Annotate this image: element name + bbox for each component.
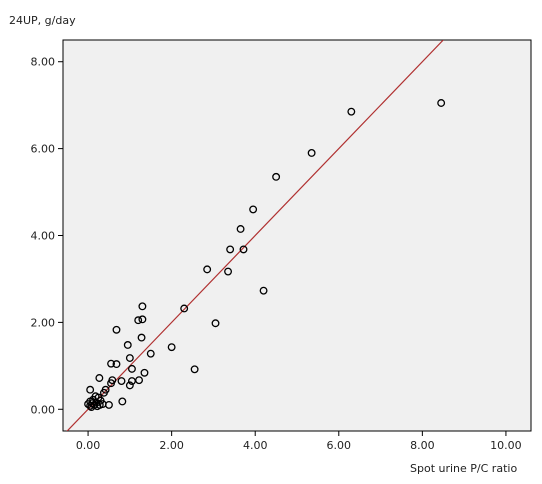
y-tick-label: 8.00	[31, 56, 56, 69]
x-axis: 0.00 2.00 4.00 6.00 8.00 10.00	[76, 431, 522, 452]
data-point	[226, 245, 235, 254]
y-tick-label: 0.00	[31, 403, 56, 416]
data-point	[86, 385, 95, 394]
x-tick-label: 0.00	[76, 439, 101, 452]
plot-area	[62, 39, 532, 432]
x-tick-label: 4.00	[243, 439, 268, 452]
data-point	[112, 360, 121, 369]
data-point	[137, 333, 146, 342]
identity-reference-line	[66, 40, 444, 431]
data-point	[140, 368, 149, 377]
x-axis-label: Spot urine P/C ratio	[410, 462, 517, 475]
data-point	[95, 374, 104, 382]
y-axis-label: 24UP, g/day	[9, 14, 76, 27]
data-point	[211, 319, 220, 328]
data-point	[134, 316, 143, 325]
data-point	[347, 107, 356, 116]
x-tick-label: 8.00	[410, 439, 435, 452]
x-tick-label: 2.00	[159, 439, 184, 452]
data-point	[203, 265, 212, 274]
x-tick-label: 10.00	[490, 439, 522, 452]
x-tick-label: 6.00	[327, 439, 352, 452]
data-point	[107, 379, 116, 388]
data-point	[117, 377, 126, 385]
data-point	[118, 397, 127, 406]
y-tick-label: 6.00	[31, 143, 56, 156]
data-point	[259, 286, 268, 295]
data-point	[272, 172, 281, 181]
data-point	[138, 315, 147, 324]
data-point	[167, 343, 176, 352]
data-point	[105, 400, 113, 409]
y-tick-label: 4.00	[31, 230, 56, 243]
data-point	[236, 225, 245, 233]
data-point	[112, 325, 121, 334]
data-point	[107, 359, 116, 368]
data-point	[437, 99, 446, 107]
data-point	[87, 403, 96, 412]
y-axis: 0.00 2.00 4.00 6.00 8.00	[31, 56, 63, 416]
data-point	[99, 388, 108, 397]
data-point	[127, 364, 136, 373]
data-point	[127, 377, 136, 385]
data-point	[190, 365, 199, 374]
data-point	[146, 349, 155, 358]
data-point	[125, 354, 134, 362]
data-point	[239, 245, 248, 254]
data-point	[123, 341, 132, 349]
data-point	[249, 205, 258, 214]
data-points	[84, 99, 446, 412]
y-tick-label: 2.00	[31, 316, 56, 329]
data-point	[180, 304, 189, 313]
data-point	[307, 149, 316, 157]
data-point	[125, 381, 134, 390]
data-point	[138, 302, 147, 311]
data-point	[224, 267, 233, 276]
data-point	[93, 402, 102, 411]
